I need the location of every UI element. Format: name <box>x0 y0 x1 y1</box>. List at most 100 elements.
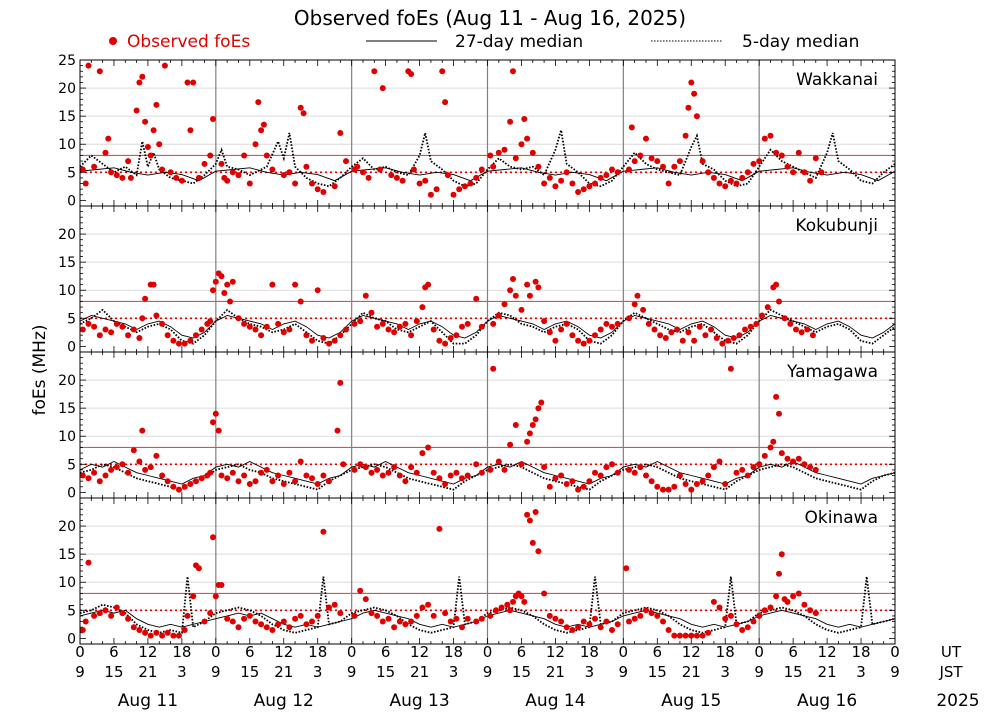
observed-point <box>258 469 265 476</box>
observed-point <box>82 618 89 625</box>
ut-tick-label: 0 <box>347 643 357 661</box>
observed-point <box>419 450 426 457</box>
observed-point <box>235 478 242 485</box>
observed-point <box>657 332 664 339</box>
observed-point <box>176 486 182 493</box>
observed-point <box>170 337 177 344</box>
observed-point <box>399 177 406 184</box>
observed-point <box>297 458 304 465</box>
observed-point <box>207 610 214 617</box>
observed-point <box>453 469 460 476</box>
observed-point <box>218 160 225 167</box>
observed-point <box>224 615 231 622</box>
observed-point <box>170 483 177 490</box>
observed-point <box>487 152 494 159</box>
observed-point <box>193 332 199 339</box>
observed-point <box>167 169 174 176</box>
observed-point <box>159 166 166 173</box>
observed-point <box>586 183 593 190</box>
ut-tick-label: 0 <box>75 643 85 661</box>
observed-point <box>150 281 157 288</box>
jst-tick-label: 21 <box>818 663 837 681</box>
observed-point <box>385 615 392 622</box>
observed-point <box>467 180 474 187</box>
observed-point <box>524 511 531 518</box>
observed-point <box>626 166 632 173</box>
observed-point <box>393 174 400 181</box>
observed-point <box>518 593 525 600</box>
observed-point <box>795 455 802 462</box>
observed-point <box>710 174 717 181</box>
observed-point <box>676 632 683 639</box>
observed-point <box>159 632 166 639</box>
observed-point <box>297 298 304 305</box>
observed-point <box>442 610 449 617</box>
observed-point <box>326 478 332 485</box>
observed-point <box>337 610 344 617</box>
observed-point <box>314 186 321 193</box>
observed-point <box>252 618 259 625</box>
observed-point <box>535 405 542 412</box>
observed-point <box>147 152 154 159</box>
observed-point <box>812 466 819 473</box>
observed-point <box>337 332 344 339</box>
observed-point <box>696 323 703 330</box>
observed-point <box>558 618 565 625</box>
observed-point <box>357 587 364 594</box>
observed-point <box>388 172 395 179</box>
observed-point <box>246 612 253 619</box>
y-tick-label: 10 <box>58 137 76 153</box>
observed-point <box>362 464 369 471</box>
observed-point <box>487 612 494 619</box>
observed-point <box>153 312 160 319</box>
observed-point <box>654 158 661 165</box>
observed-point <box>133 107 140 114</box>
observed-point <box>631 158 638 165</box>
ut-tick-label: 18 <box>716 643 735 661</box>
observed-point <box>507 118 514 125</box>
observed-point <box>773 149 780 156</box>
observed-point <box>487 466 494 473</box>
observed-point <box>371 68 378 75</box>
ut-tick-label: 0 <box>754 643 764 661</box>
observed-point <box>207 318 214 325</box>
observed-point <box>269 166 276 173</box>
observed-point <box>280 618 287 625</box>
observed-point <box>91 612 98 619</box>
chart-title: Observed foEs (Aug 11 - Aug 16, 2025) <box>294 6 686 30</box>
observed-point <box>660 486 666 493</box>
observed-point <box>507 607 514 614</box>
observed-point <box>430 469 437 476</box>
observed-point <box>447 472 454 479</box>
observed-point <box>609 323 615 330</box>
observed-point <box>541 180 548 187</box>
observed-point <box>91 163 98 170</box>
observed-point <box>708 326 715 333</box>
observed-point <box>569 180 576 187</box>
ut-tick-label: 18 <box>172 643 191 661</box>
observed-point <box>159 320 166 327</box>
observed-point <box>125 158 132 165</box>
observed-point <box>767 444 774 451</box>
observed-point <box>637 612 644 619</box>
observed-point <box>286 169 293 176</box>
observed-point <box>391 464 398 471</box>
observed-point <box>337 379 344 386</box>
observed-point <box>733 469 740 476</box>
observed-point <box>113 464 120 471</box>
day-label: Aug 16 <box>797 691 857 711</box>
observed-point <box>379 472 386 479</box>
observed-point <box>645 320 652 327</box>
observed-point <box>609 461 615 468</box>
median-5day-line <box>79 576 896 634</box>
observed-point <box>351 320 358 327</box>
observed-point <box>82 180 89 187</box>
observed-point <box>671 163 678 170</box>
observed-point <box>631 301 638 308</box>
observed-point <box>575 337 582 344</box>
observed-point <box>176 632 182 639</box>
observed-point <box>354 163 361 170</box>
observed-point <box>408 332 415 339</box>
observed-point <box>436 525 443 532</box>
observed-point <box>688 632 695 639</box>
